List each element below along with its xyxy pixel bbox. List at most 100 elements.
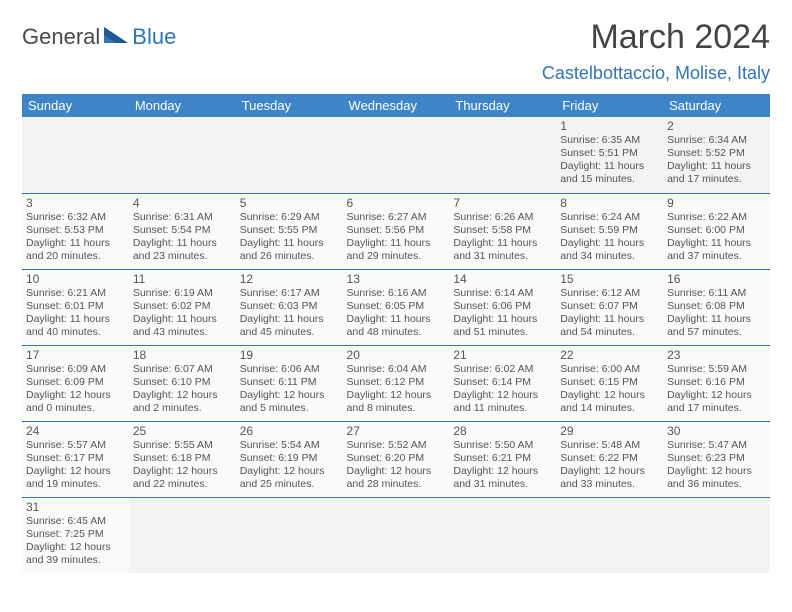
day-info: Sunrise: 6:24 AMSunset: 5:59 PMDaylight:…: [560, 211, 659, 264]
calendar-day: 7Sunrise: 6:26 AMSunset: 5:58 PMDaylight…: [449, 193, 556, 269]
calendar-empty: [236, 497, 343, 573]
day-number: 1: [560, 119, 659, 133]
day-info: Sunrise: 5:47 AMSunset: 6:23 PMDaylight:…: [667, 439, 766, 492]
logo: General Blue: [22, 24, 176, 50]
calendar-empty: [449, 497, 556, 573]
day-number: 22: [560, 348, 659, 362]
day-info: Sunrise: 5:57 AMSunset: 6:17 PMDaylight:…: [26, 439, 125, 492]
month-title: March 2024: [542, 18, 770, 57]
day-number: 14: [453, 272, 552, 286]
calendar-week: 17Sunrise: 6:09 AMSunset: 6:09 PMDayligh…: [22, 345, 770, 421]
calendar-empty: [129, 117, 236, 193]
day-info: Sunrise: 6:35 AMSunset: 5:51 PMDaylight:…: [560, 134, 659, 187]
calendar-week: 10Sunrise: 6:21 AMSunset: 6:01 PMDayligh…: [22, 269, 770, 345]
calendar-week: 24Sunrise: 5:57 AMSunset: 6:17 PMDayligh…: [22, 421, 770, 497]
calendar-day: 9Sunrise: 6:22 AMSunset: 6:00 PMDaylight…: [663, 193, 770, 269]
day-number: 13: [347, 272, 446, 286]
weekday-header: Wednesday: [343, 94, 450, 117]
day-number: 24: [26, 424, 125, 438]
calendar-empty: [343, 117, 450, 193]
day-info: Sunrise: 5:54 AMSunset: 6:19 PMDaylight:…: [240, 439, 339, 492]
calendar-day: 24Sunrise: 5:57 AMSunset: 6:17 PMDayligh…: [22, 421, 129, 497]
calendar-day: 27Sunrise: 5:52 AMSunset: 6:20 PMDayligh…: [343, 421, 450, 497]
calendar-day: 2Sunrise: 6:34 AMSunset: 5:52 PMDaylight…: [663, 117, 770, 193]
day-number: 15: [560, 272, 659, 286]
calendar-day: 11Sunrise: 6:19 AMSunset: 6:02 PMDayligh…: [129, 269, 236, 345]
calendar-empty: [236, 117, 343, 193]
day-number: 9: [667, 196, 766, 210]
day-number: 11: [133, 272, 232, 286]
calendar-empty: [663, 497, 770, 573]
day-info: Sunrise: 6:34 AMSunset: 5:52 PMDaylight:…: [667, 134, 766, 187]
calendar-week: 3Sunrise: 6:32 AMSunset: 5:53 PMDaylight…: [22, 193, 770, 269]
day-number: 19: [240, 348, 339, 362]
day-info: Sunrise: 5:48 AMSunset: 6:22 PMDaylight:…: [560, 439, 659, 492]
calendar-day: 23Sunrise: 5:59 AMSunset: 6:16 PMDayligh…: [663, 345, 770, 421]
calendar-table: SundayMondayTuesdayWednesdayThursdayFrid…: [22, 94, 770, 573]
calendar-day: 5Sunrise: 6:29 AMSunset: 5:55 PMDaylight…: [236, 193, 343, 269]
weekday-header: Monday: [129, 94, 236, 117]
day-number: 26: [240, 424, 339, 438]
calendar-day: 16Sunrise: 6:11 AMSunset: 6:08 PMDayligh…: [663, 269, 770, 345]
location: Castelbottaccio, Molise, Italy: [542, 63, 770, 84]
calendar-day: 20Sunrise: 6:04 AMSunset: 6:12 PMDayligh…: [343, 345, 450, 421]
day-number: 3: [26, 196, 125, 210]
calendar-day: 29Sunrise: 5:48 AMSunset: 6:22 PMDayligh…: [556, 421, 663, 497]
day-info: Sunrise: 6:02 AMSunset: 6:14 PMDaylight:…: [453, 363, 552, 416]
logo-text-general: General: [22, 24, 100, 50]
day-info: Sunrise: 6:29 AMSunset: 5:55 PMDaylight:…: [240, 211, 339, 264]
day-info: Sunrise: 5:55 AMSunset: 6:18 PMDaylight:…: [133, 439, 232, 492]
day-info: Sunrise: 6:22 AMSunset: 6:00 PMDaylight:…: [667, 211, 766, 264]
logo-text-blue: Blue: [132, 24, 176, 50]
day-number: 28: [453, 424, 552, 438]
day-info: Sunrise: 6:14 AMSunset: 6:06 PMDaylight:…: [453, 287, 552, 340]
calendar-week: 31Sunrise: 6:45 AMSunset: 7:25 PMDayligh…: [22, 497, 770, 573]
day-number: 18: [133, 348, 232, 362]
calendar-day: 13Sunrise: 6:16 AMSunset: 6:05 PMDayligh…: [343, 269, 450, 345]
calendar-empty: [22, 117, 129, 193]
day-info: Sunrise: 6:07 AMSunset: 6:10 PMDaylight:…: [133, 363, 232, 416]
day-number: 5: [240, 196, 339, 210]
day-number: 30: [667, 424, 766, 438]
weekday-header: Friday: [556, 94, 663, 117]
weekday-header: Saturday: [663, 94, 770, 117]
day-info: Sunrise: 6:12 AMSunset: 6:07 PMDaylight:…: [560, 287, 659, 340]
calendar-day: 30Sunrise: 5:47 AMSunset: 6:23 PMDayligh…: [663, 421, 770, 497]
calendar-day: 12Sunrise: 6:17 AMSunset: 6:03 PMDayligh…: [236, 269, 343, 345]
weekday-header: Thursday: [449, 94, 556, 117]
calendar-empty: [129, 497, 236, 573]
day-info: Sunrise: 6:06 AMSunset: 6:11 PMDaylight:…: [240, 363, 339, 416]
title-block: March 2024 Castelbottaccio, Molise, Ital…: [542, 18, 770, 84]
day-number: 20: [347, 348, 446, 362]
calendar-empty: [449, 117, 556, 193]
day-info: Sunrise: 6:21 AMSunset: 6:01 PMDaylight:…: [26, 287, 125, 340]
day-number: 7: [453, 196, 552, 210]
calendar-empty: [556, 497, 663, 573]
weekday-row: SundayMondayTuesdayWednesdayThursdayFrid…: [22, 94, 770, 117]
day-number: 4: [133, 196, 232, 210]
calendar-day: 3Sunrise: 6:32 AMSunset: 5:53 PMDaylight…: [22, 193, 129, 269]
day-number: 16: [667, 272, 766, 286]
day-number: 31: [26, 500, 125, 514]
day-number: 29: [560, 424, 659, 438]
day-info: Sunrise: 6:45 AMSunset: 7:25 PMDaylight:…: [26, 515, 125, 568]
day-number: 8: [560, 196, 659, 210]
day-info: Sunrise: 5:50 AMSunset: 6:21 PMDaylight:…: [453, 439, 552, 492]
day-info: Sunrise: 6:26 AMSunset: 5:58 PMDaylight:…: [453, 211, 552, 264]
day-info: Sunrise: 6:09 AMSunset: 6:09 PMDaylight:…: [26, 363, 125, 416]
calendar-day: 4Sunrise: 6:31 AMSunset: 5:54 PMDaylight…: [129, 193, 236, 269]
calendar-day: 17Sunrise: 6:09 AMSunset: 6:09 PMDayligh…: [22, 345, 129, 421]
header-row: General Blue March 2024 Castelbottaccio,…: [22, 18, 770, 84]
day-info: Sunrise: 6:00 AMSunset: 6:15 PMDaylight:…: [560, 363, 659, 416]
day-info: Sunrise: 6:32 AMSunset: 5:53 PMDaylight:…: [26, 211, 125, 264]
day-info: Sunrise: 5:52 AMSunset: 6:20 PMDaylight:…: [347, 439, 446, 492]
day-info: Sunrise: 6:04 AMSunset: 6:12 PMDaylight:…: [347, 363, 446, 416]
day-info: Sunrise: 6:11 AMSunset: 6:08 PMDaylight:…: [667, 287, 766, 340]
day-info: Sunrise: 6:17 AMSunset: 6:03 PMDaylight:…: [240, 287, 339, 340]
calendar-day: 10Sunrise: 6:21 AMSunset: 6:01 PMDayligh…: [22, 269, 129, 345]
calendar-day: 1Sunrise: 6:35 AMSunset: 5:51 PMDaylight…: [556, 117, 663, 193]
flag-icon: [104, 25, 130, 50]
calendar-day: 19Sunrise: 6:06 AMSunset: 6:11 PMDayligh…: [236, 345, 343, 421]
calendar-day: 18Sunrise: 6:07 AMSunset: 6:10 PMDayligh…: [129, 345, 236, 421]
day-number: 6: [347, 196, 446, 210]
